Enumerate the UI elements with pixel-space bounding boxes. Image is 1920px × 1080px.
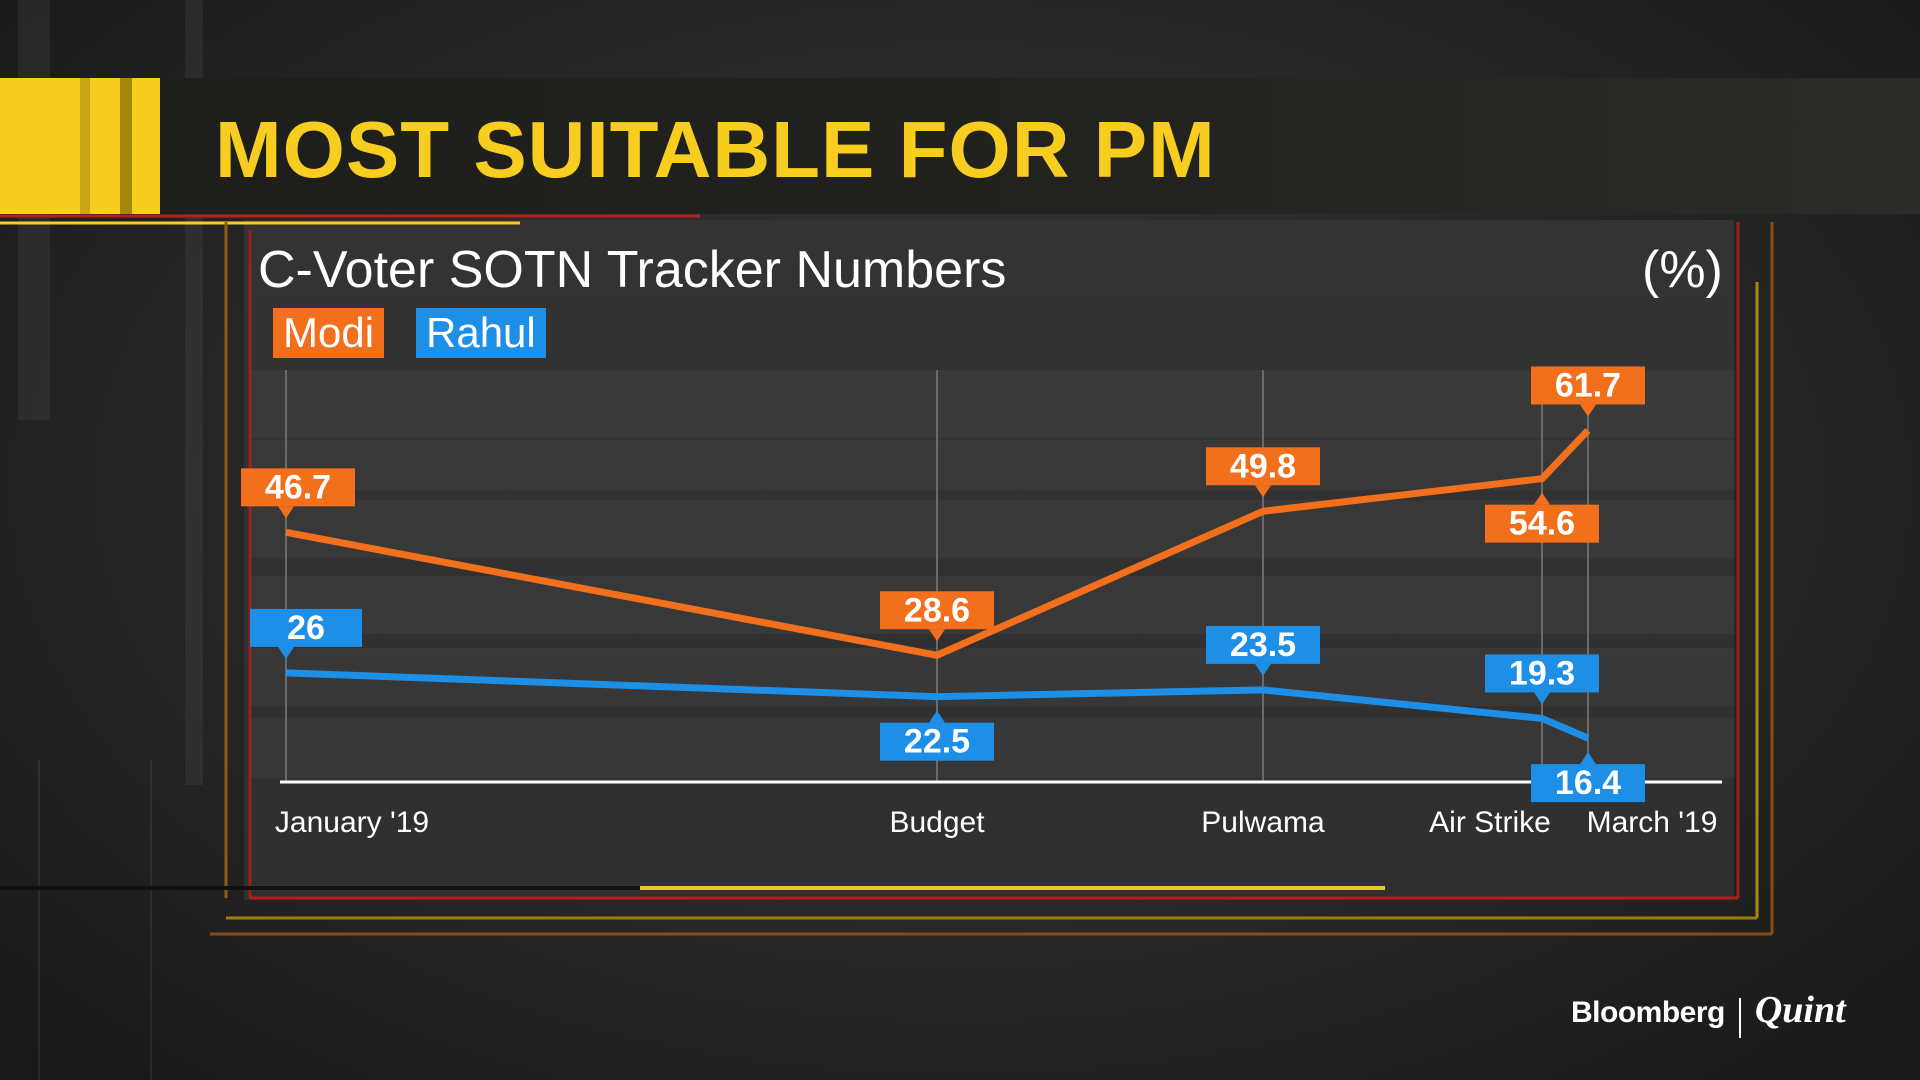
page-title: MOST SUITABLE FOR PM [215,105,1216,194]
chart-title: C-Voter SOTN Tracker Numbers [258,241,1007,299]
data-label: 46.7 [265,468,331,506]
x-tick-label: January '19 [275,806,429,839]
legend-rahul: Rahul [416,308,546,358]
data-label: 19.3 [1509,654,1575,692]
data-label-box [1206,625,1320,664]
x-tick-label: Budget [889,806,985,839]
data-label-pointer [278,506,294,519]
data-label-pointer [1580,752,1596,765]
data-label: 61.7 [1555,366,1621,404]
data-label-pointer [278,646,294,659]
background-stripe [38,760,40,1080]
data-label-box [1206,447,1320,486]
data-label-box [1485,504,1599,543]
data-label-box [880,591,994,630]
data-label-pointer [929,710,945,723]
data-label-box [250,608,362,647]
background-stripe [150,760,152,1080]
data-label: 54.6 [1509,505,1575,543]
brand-separator [1738,997,1741,1038]
brand-logo: Bloomberg Quint [1571,988,1846,1038]
series-line-rahul [285,669,1590,742]
data-label-pointer [929,629,945,642]
data-label: 16.4 [1555,764,1621,802]
data-label-box [1531,366,1645,405]
plot-band [250,370,1735,438]
data-label-box [241,468,355,507]
data-label-pointer [1534,692,1550,705]
data-label: 26 [287,609,325,647]
legend-modi: Modi [273,308,385,358]
data-label-pointer [1580,404,1596,417]
data-label: 28.6 [904,591,970,629]
data-label-pointer [1255,485,1271,498]
x-tick-label: March '19 [1587,806,1718,839]
series-line-modi [285,428,1591,659]
headline-accent-blocks [0,78,160,214]
data-label-box [1531,764,1645,803]
x-tick-label: Air Strike [1429,806,1551,839]
x-tick-label: Pulwama [1201,806,1325,839]
data-label-pointer [1255,663,1271,676]
data-label-box [1485,654,1599,693]
data-label: 22.5 [904,723,970,761]
unit-label: (%) [1642,241,1723,299]
data-label: 23.5 [1230,626,1296,664]
headline-band [0,78,1920,214]
data-label-box [880,722,994,761]
data-label: 49.8 [1230,447,1296,485]
brand-quint: Quint [1754,989,1846,1031]
brand-bloomberg: Bloomberg [1571,996,1725,1029]
data-label-pointer [1534,492,1550,505]
